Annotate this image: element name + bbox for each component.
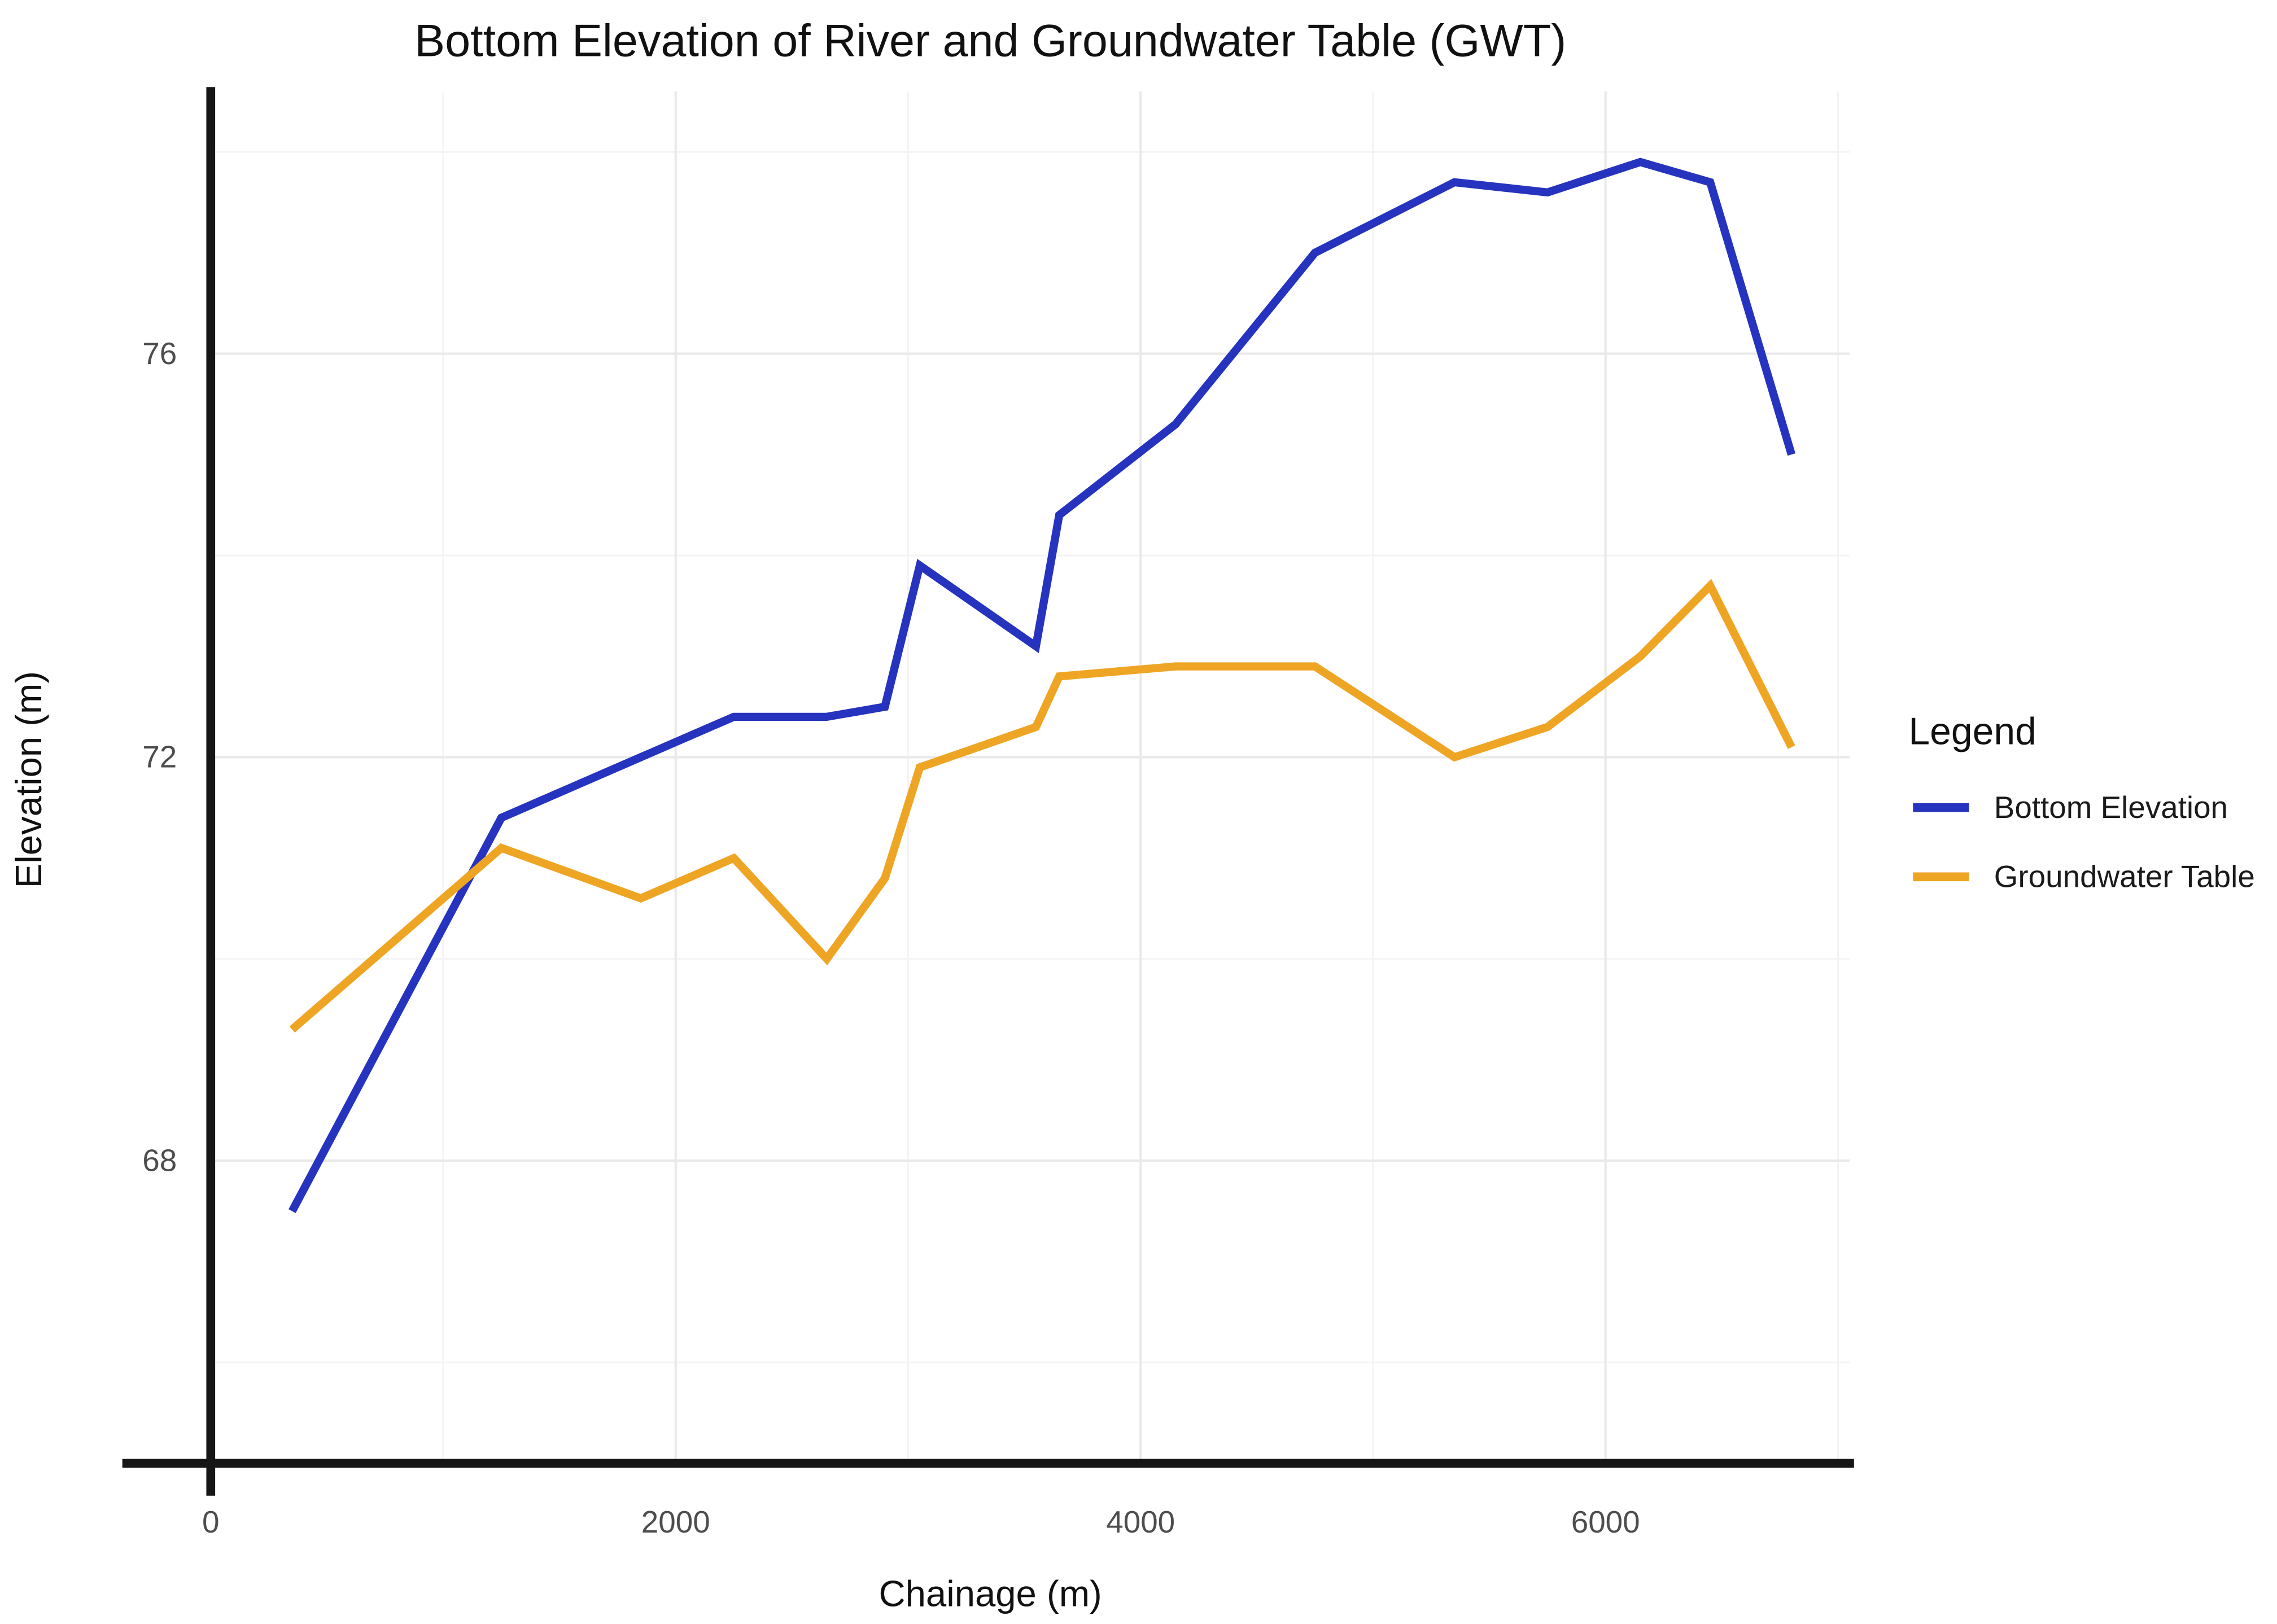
legend-label-bottom-elevation: Bottom Elevation xyxy=(1994,790,2228,825)
x-tick-label-6000: 6000 xyxy=(1571,1504,1640,1539)
series-line-groundwater-table xyxy=(289,579,1795,1033)
y-tick-label-72: 72 xyxy=(142,739,177,774)
chart-title: Bottom Elevation of River and Groundwate… xyxy=(414,15,1566,66)
y-axis-title: Elevation (m) xyxy=(8,671,49,888)
major-gridlines xyxy=(211,91,1850,1464)
y-tick-label-68: 68 xyxy=(142,1143,177,1177)
x-axis-title: Chainage (m) xyxy=(879,1573,1102,1614)
series-line-bottom-elevation xyxy=(289,157,1796,1214)
legend-label-groundwater-table: Groundwater Table xyxy=(1994,859,2255,894)
x-tick-label-4000: 4000 xyxy=(1106,1504,1175,1539)
x-tick-labels: 0 2000 4000 6000 xyxy=(202,1504,1640,1539)
x-tick-label-0: 0 xyxy=(202,1504,219,1539)
y-tick-labels: 68 72 76 xyxy=(142,336,177,1178)
legend-title: Legend xyxy=(1908,710,2036,752)
y-tick-label-76: 76 xyxy=(142,336,177,371)
legend: Legend Bottom Elevation Groundwater Tabl… xyxy=(1908,710,2254,894)
x-tick-label-2000: 2000 xyxy=(641,1504,710,1539)
series-lines xyxy=(289,157,1796,1214)
minor-gridlines xyxy=(211,91,1850,1464)
